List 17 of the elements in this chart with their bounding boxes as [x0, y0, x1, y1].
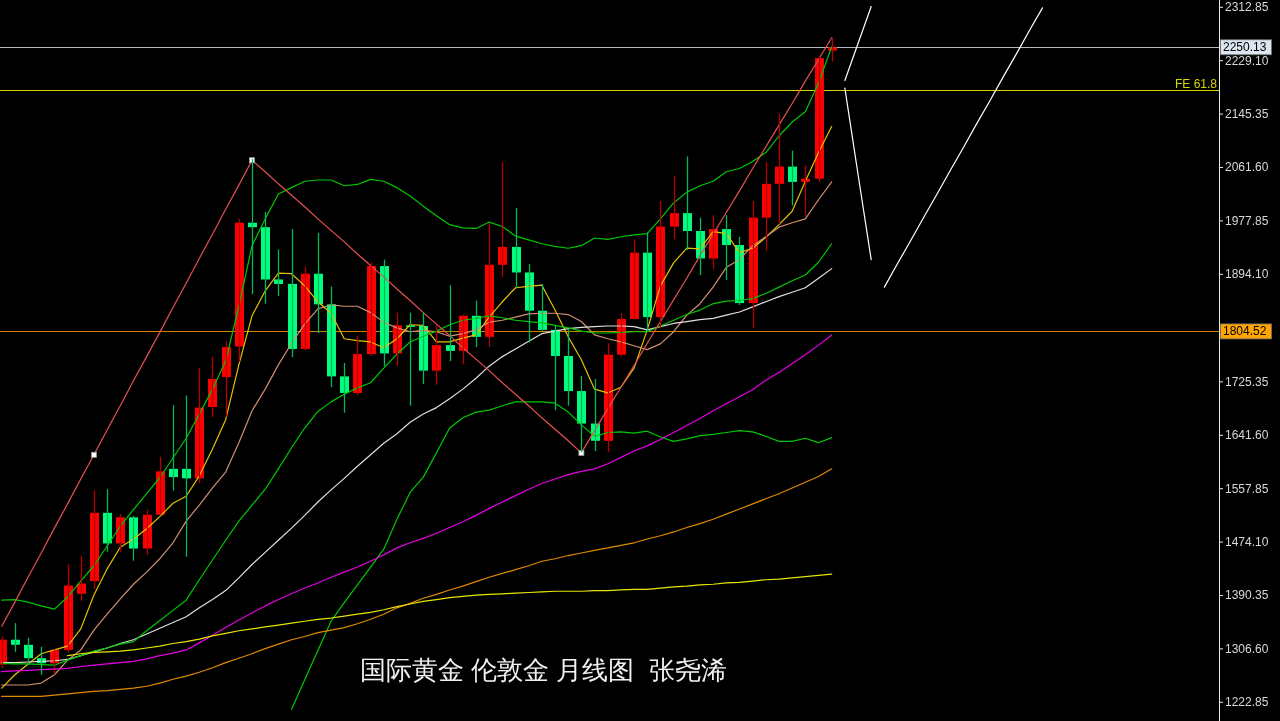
y-tick-label: 2145.35 [1225, 107, 1269, 122]
y-tick-label: 1894.10 [1225, 267, 1269, 282]
y-tick-label: 1557.85 [1225, 481, 1269, 496]
y-tick-label: 1474.10 [1225, 535, 1269, 550]
y-tick-label: 1306.60 [1225, 641, 1269, 656]
y-tick-label: 1390.35 [1225, 588, 1269, 603]
y-tick-label: 2229.10 [1225, 53, 1269, 68]
price-label: 2250.13 [1223, 40, 1267, 55]
y-tick-label: 1222.85 [1225, 695, 1269, 710]
y-tick-label: 1641.60 [1225, 428, 1269, 443]
title: 国际黄金 伦敦金 月线图 张尧浠 [360, 655, 727, 685]
price-label: 1804.52 [1223, 324, 1267, 339]
y-tick-label: 2312.85 [1225, 0, 1269, 15]
y-tick-label: 1977.85 [1225, 213, 1269, 228]
ref-line-label: FE 61.8 [1174, 76, 1217, 91]
y-tick-label: 2061.60 [1225, 160, 1269, 175]
y-tick-label: 1725.35 [1225, 374, 1269, 389]
